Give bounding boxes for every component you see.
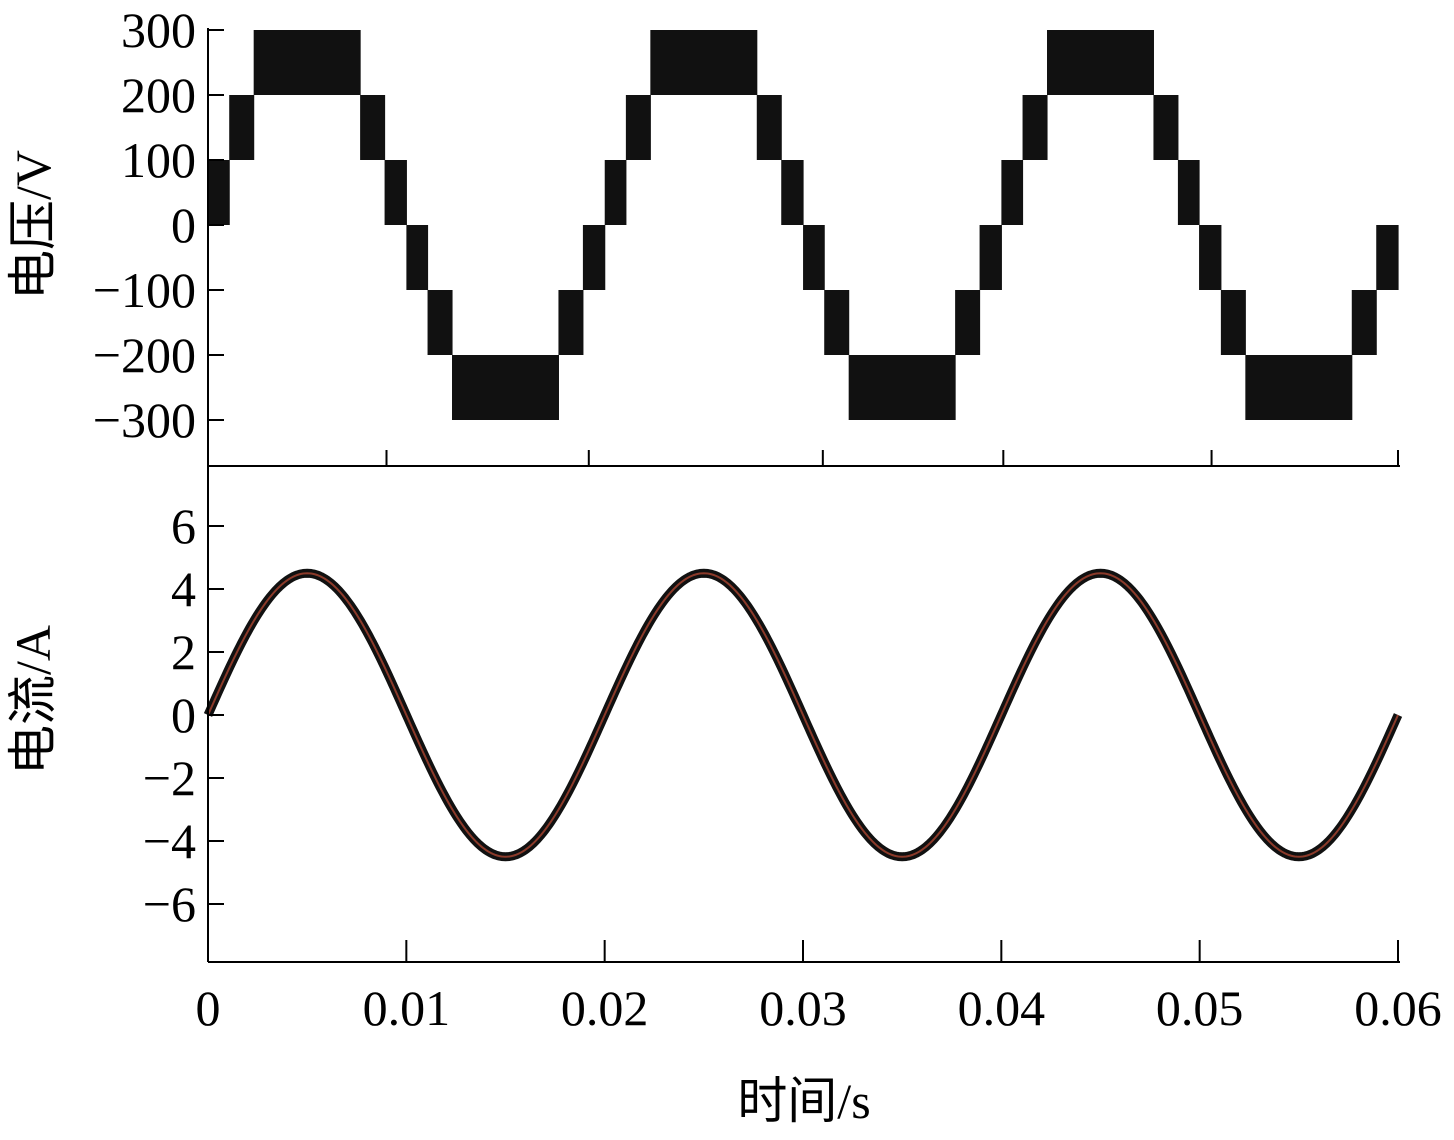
voltage-pwm-waveform [207, 30, 1399, 420]
voltage-plot-area [207, 30, 1399, 420]
current-plot-area [203, 568, 1403, 862]
current-axis-title: 电流/A [5, 625, 61, 775]
current-x-tick-label: 0.02 [561, 980, 649, 1036]
voltage-y-tick-label: −200 [93, 327, 196, 383]
voltage-axis-title: 电压/V [5, 150, 61, 300]
voltage-y-tick-label: 100 [121, 132, 196, 188]
voltage-y-tick-label: −100 [93, 262, 196, 318]
current-y-tick-label: −4 [143, 813, 196, 869]
voltage-y-ticks: 300 200 100 0 −100 −200 −300 [93, 2, 224, 448]
current-y-ticks: 6 4 2 0 −2 −4 −6 [143, 498, 224, 932]
voltage-y-tick-label: 0 [171, 197, 196, 253]
time-axis-title: 时间/s [737, 1073, 870, 1129]
voltage-x-ticks [385, 450, 1399, 466]
current-x-tick-label: 0.03 [759, 980, 847, 1036]
current-x-tick-label: 0 [196, 980, 221, 1036]
current-x-tick-label: 0.05 [1156, 980, 1244, 1036]
current-waveform [207, 572, 1399, 858]
current-y-tick-label: −6 [143, 876, 196, 932]
current-panel: 6 4 2 0 −2 −4 −6 0 0.01 0.02 0.03 0.04 0.05 0.06 电流/… [5, 466, 1442, 1129]
voltage-y-tick-label: 300 [121, 2, 196, 58]
current-y-tick-label: 6 [171, 498, 196, 554]
current-x-tick-label: 0.06 [1354, 980, 1442, 1036]
current-y-tick-label: 0 [171, 687, 196, 743]
current-x-tick-label: 0.01 [363, 980, 451, 1036]
current-y-tick-label: −2 [143, 750, 196, 806]
current-x-ticks: 0 0.01 0.02 0.03 0.04 0.05 0.06 [196, 940, 1442, 1036]
current-y-tick-label: 2 [171, 624, 196, 680]
voltage-y-tick-label: −300 [93, 392, 196, 448]
voltage-y-tick-label: 200 [121, 67, 196, 123]
current-x-tick-label: 0.04 [958, 980, 1046, 1036]
voltage-panel: 300 200 100 0 −100 −200 −300 电压/V [5, 2, 1400, 467]
current-y-tick-label: 4 [171, 561, 196, 617]
